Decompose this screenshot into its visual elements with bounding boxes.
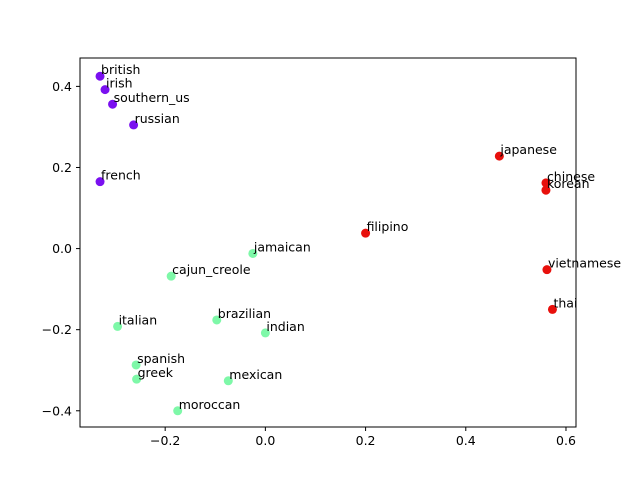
data-point-jamaican: [248, 248, 258, 258]
data-point-french: [95, 177, 105, 187]
data-point-chinese: [541, 178, 551, 188]
x-tick-label: −0.2: [150, 433, 180, 448]
data-point-russian: [129, 120, 139, 130]
y-tick-label: 0.0: [52, 241, 72, 256]
point-label-irish: irish: [106, 76, 133, 91]
data-point-italian: [113, 321, 123, 331]
point-label-korean: korean: [547, 176, 590, 191]
point-label-vietnamese: vietnamese: [548, 256, 621, 271]
data-point-indian: [260, 328, 270, 338]
point-label-japanese: japanese: [499, 142, 557, 157]
x-tick-label: 0.2: [356, 433, 376, 448]
point-label-russian: russian: [135, 111, 180, 126]
x-tick-label: 0.6: [556, 433, 576, 448]
data-point-cajun_creole: [166, 271, 176, 281]
data-point-british: [95, 71, 105, 81]
point-label-cajun_creole: cajun_creole: [172, 262, 251, 277]
point-label-jamaican: jamaican: [253, 239, 311, 254]
data-point-brazilian: [212, 315, 222, 325]
data-point-korean: [541, 185, 551, 195]
y-tick-label: 0.4: [52, 79, 72, 94]
data-point-greek: [132, 374, 142, 384]
x-tick-label: 0.4: [456, 433, 476, 448]
point-label-british: british: [101, 62, 140, 77]
data-point-vietnamese: [542, 265, 552, 275]
y-tick-label: −0.4: [42, 403, 72, 418]
point-label-moroccan: moroccan: [179, 397, 241, 412]
y-tick-label: 0.2: [52, 160, 72, 175]
point-label-filipino: filipino: [367, 219, 409, 234]
x-tick-label: 0.0: [255, 433, 275, 448]
point-label-italian: italian: [119, 312, 158, 327]
point-label-thai: thai: [553, 295, 577, 310]
data-point-thai: [547, 304, 557, 314]
y-tick-label: −0.2: [42, 322, 72, 337]
points-layer: [95, 71, 557, 416]
data-point-filipino: [361, 228, 371, 238]
point-label-greek: greek: [138, 365, 174, 380]
axes-layer: −0.2 0.0 0.2 0.4 0.6 −0.4 −0.2 0.0 0.2 0.4: [42, 57, 577, 448]
point-label-french: french: [101, 168, 141, 183]
point-label-southern_us: southern_us: [114, 90, 190, 105]
point-label-spanish: spanish: [137, 351, 185, 366]
data-point-moroccan: [173, 406, 183, 416]
point-label-mexican: mexican: [229, 367, 282, 382]
point-label-chinese: chinese: [547, 169, 595, 184]
axes-frame: [79, 57, 577, 428]
point-label-indian: indian: [266, 319, 304, 334]
data-point-spanish: [131, 360, 141, 370]
point-label-brazilian: brazilian: [218, 306, 271, 321]
data-point-japanese: [494, 151, 504, 161]
data-point-irish: [100, 85, 110, 95]
data-point-southern_us: [108, 99, 118, 109]
data-point-mexican: [223, 376, 233, 386]
